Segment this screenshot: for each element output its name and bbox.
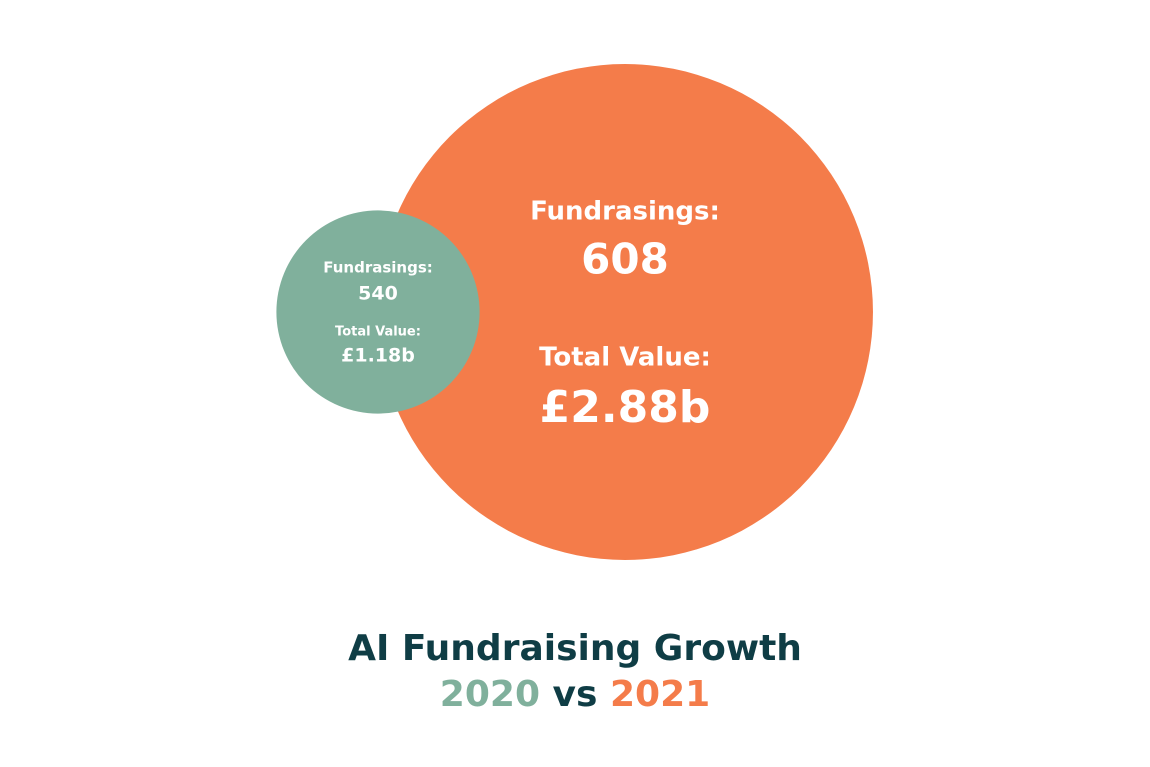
value-name: Total Value: <box>539 343 711 373</box>
bubble <box>276 210 480 414</box>
chart-subtitle: 2020 vs 2021 <box>440 674 710 715</box>
bubble <box>377 64 873 560</box>
legend-label: 2021 <box>610 674 710 715</box>
value-name: Total Value: <box>335 325 421 340</box>
legend-label: 2020 <box>440 674 540 715</box>
value-name: Fundrasings: <box>530 197 720 227</box>
value-name: Fundrasings: <box>323 259 433 277</box>
data-label: 608 <box>581 235 669 284</box>
subtitle-separator: vs <box>553 674 598 715</box>
data-label: £1.18b <box>341 345 415 367</box>
data-label: 540 <box>358 283 398 305</box>
data-label: £2.88b <box>540 382 711 433</box>
chart-title: AI Fundraising Growth <box>348 628 802 669</box>
bubbles: Fundrasings: 608 Total Value: £2.88b Fundras… <box>276 64 873 560</box>
